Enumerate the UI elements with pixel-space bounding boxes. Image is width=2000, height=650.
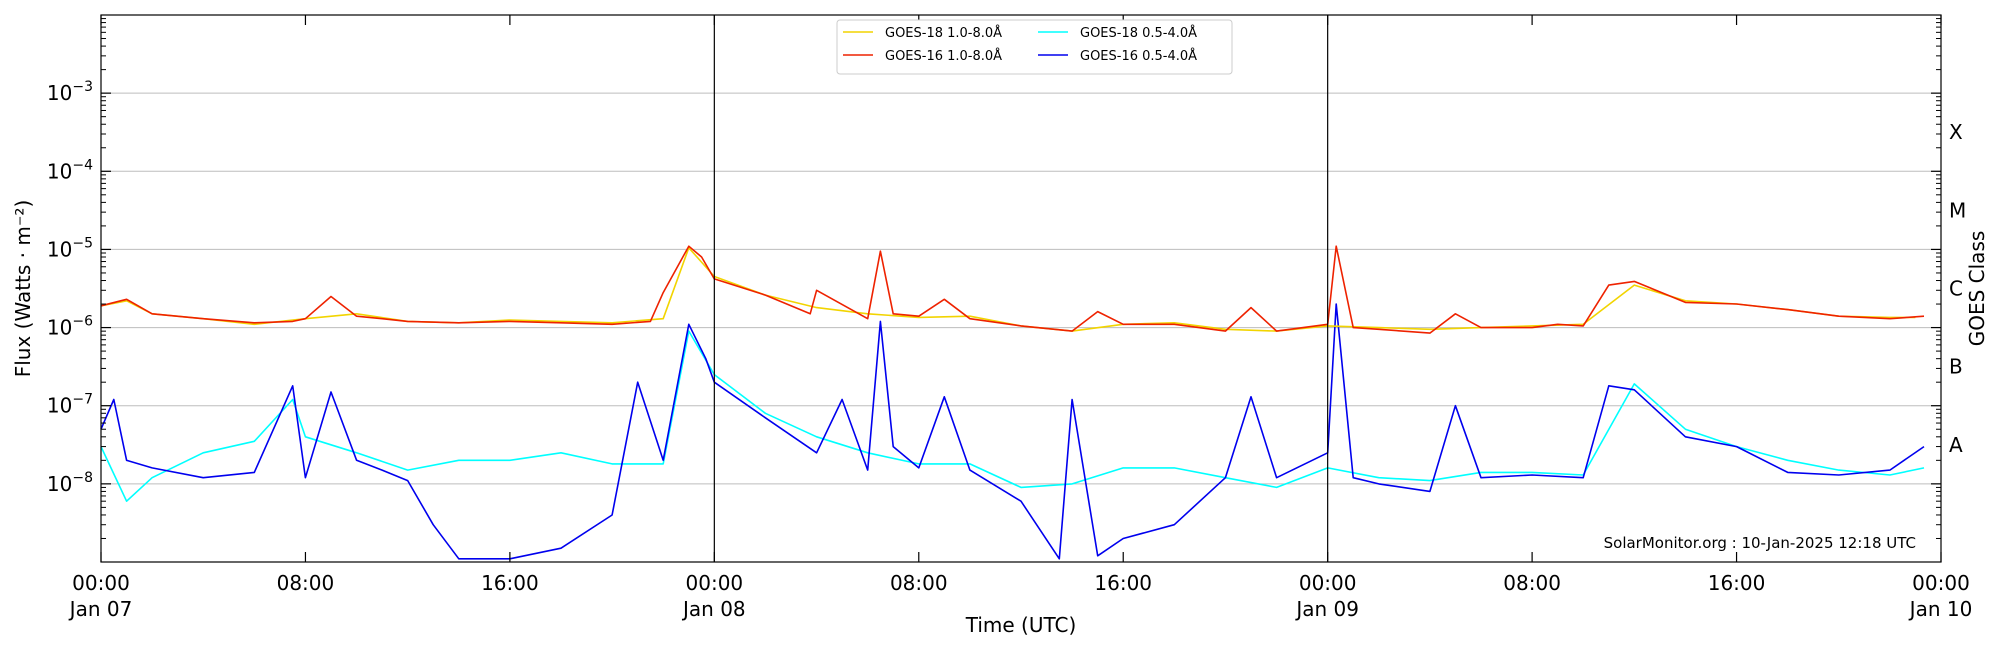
x-tick-date-label-6: Jan 09 bbox=[1294, 597, 1359, 621]
goes-class-axis-title: GOES Class bbox=[1965, 231, 1989, 347]
x-tick-date-label-3: Jan 08 bbox=[681, 597, 746, 621]
goes-class-label-x: X bbox=[1949, 120, 1963, 144]
legend-label-2: GOES-18 0.5-4.0Å bbox=[1080, 25, 1197, 41]
x-tick-label-7: 08:00 bbox=[1503, 571, 1561, 595]
legend-label-3: GOES-16 0.5-4.0Å bbox=[1080, 48, 1197, 64]
goes-class-layer: A B C M X bbox=[1949, 120, 1966, 457]
x-tick-label-6: 00:00 bbox=[1299, 571, 1357, 595]
x-tick-label-1: 08:00 bbox=[277, 571, 335, 595]
y-tick-label-1: 10−7 bbox=[47, 392, 93, 418]
plot-frame bbox=[100, 14, 1942, 563]
goes-class-label-c: C bbox=[1949, 277, 1963, 301]
legend: GOES-18 1.0-8.0Å GOES-16 1.0-8.0Å GOES-18 … bbox=[836, 19, 1233, 75]
series-layer bbox=[100, 245, 1925, 560]
x-tick-label-9: 00:00 bbox=[1912, 571, 1970, 595]
goes-class-label-a: A bbox=[1949, 433, 1963, 457]
x-axis-title: Time (UTC) bbox=[965, 613, 1077, 637]
x-tick-label-5: 16:00 bbox=[1094, 571, 1152, 595]
y-tick-label-3: 10−5 bbox=[47, 235, 93, 261]
series-line-2 bbox=[100, 330, 1925, 503]
goes-class-label-b: B bbox=[1949, 355, 1963, 379]
grid-layer bbox=[101, 92, 1941, 485]
series-line-0 bbox=[100, 247, 1916, 332]
legend-box bbox=[836, 19, 1233, 75]
x-tick-label-3: 00:00 bbox=[686, 571, 744, 595]
credit-text: SolarMonitor.org : 10-Jan-2025 12:18 UTC bbox=[1604, 534, 1916, 552]
x-tick-label-4: 08:00 bbox=[890, 571, 948, 595]
x-tick-date-label-0: Jan 07 bbox=[68, 597, 133, 621]
legend-label-0: GOES-18 1.0-8.0Å bbox=[885, 25, 1002, 41]
x-tick-label-8: 16:00 bbox=[1708, 571, 1766, 595]
legend-label-1: GOES-16 1.0-8.0Å bbox=[885, 48, 1002, 64]
y-axis-title: Flux (Watts · m⁻²) bbox=[11, 200, 35, 378]
goes-class-label-m: M bbox=[1949, 198, 1966, 222]
y-tick-label-2: 10−6 bbox=[47, 314, 93, 340]
y-tick-label-0: 10−8 bbox=[47, 470, 93, 496]
y-tick-label-4: 10−4 bbox=[47, 157, 93, 183]
x-tick-label-2: 16:00 bbox=[481, 571, 539, 595]
day-boundary-layer bbox=[713, 15, 1329, 562]
series-line-3 bbox=[100, 303, 1925, 560]
series-line-1 bbox=[100, 245, 1925, 334]
x-tick-label-0: 00:00 bbox=[72, 571, 130, 595]
y-tick-label-5: 10−3 bbox=[47, 79, 93, 105]
y-tick-layer: 10−8 10−7 10−6 10−5 10−4 10−3 bbox=[47, 18, 1941, 539]
x-tick-date-label-9: Jan 10 bbox=[1908, 597, 1973, 621]
